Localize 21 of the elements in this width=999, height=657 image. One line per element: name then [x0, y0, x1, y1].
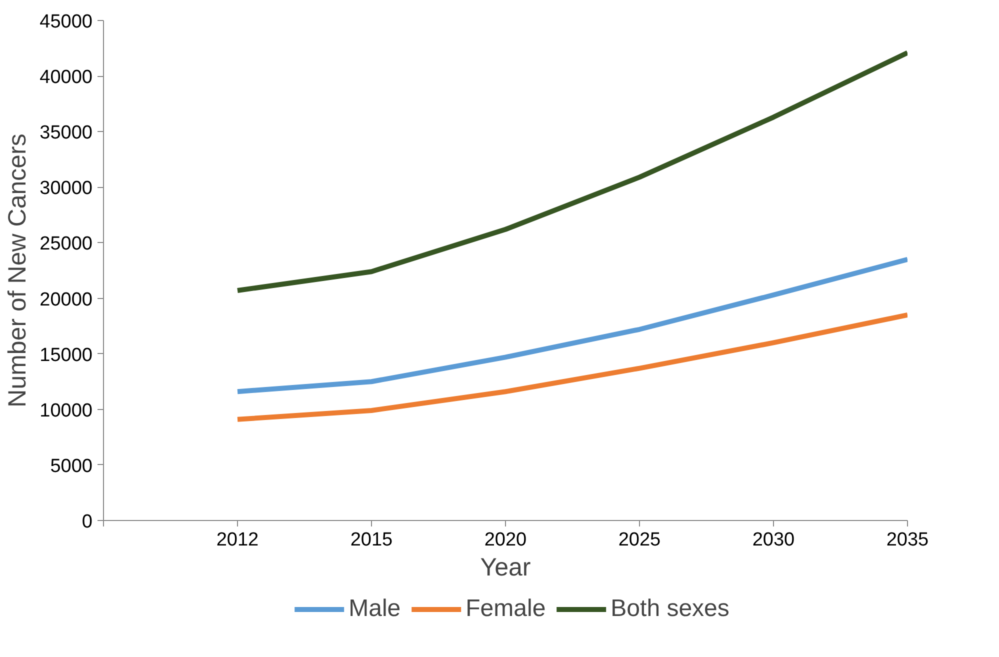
y-tick-label: 0 [82, 512, 93, 532]
legend-label: Female [466, 595, 546, 623]
x-tick-label: 2030 [752, 530, 795, 550]
y-axis-title: Number of New Cancers [4, 134, 32, 408]
x-tick-label: 2015 [350, 530, 393, 550]
y-tick-label: 30000 [40, 178, 93, 200]
y-tick-label: 40000 [40, 67, 93, 88]
y-tick-label: 35000 [40, 122, 93, 144]
y-tick-label: 5000 [50, 456, 93, 477]
y-tick-label: 15000 [40, 344, 93, 366]
x-tick-label: 2012 [216, 530, 259, 550]
x-axis-title: Year [480, 554, 531, 582]
y-tick-label: 45000 [40, 12, 93, 32]
legend-label: Both sexes [610, 595, 730, 623]
x-tick-label: 2025 [618, 530, 661, 550]
y-tick-label: 20000 [40, 289, 93, 310]
x-tick-label: 2020 [484, 530, 527, 550]
y-tick-label: 25000 [40, 234, 93, 255]
legend-label: Male [348, 595, 401, 623]
y-tick-label: 10000 [40, 400, 93, 422]
x-tick-label: 2035 [886, 530, 929, 550]
